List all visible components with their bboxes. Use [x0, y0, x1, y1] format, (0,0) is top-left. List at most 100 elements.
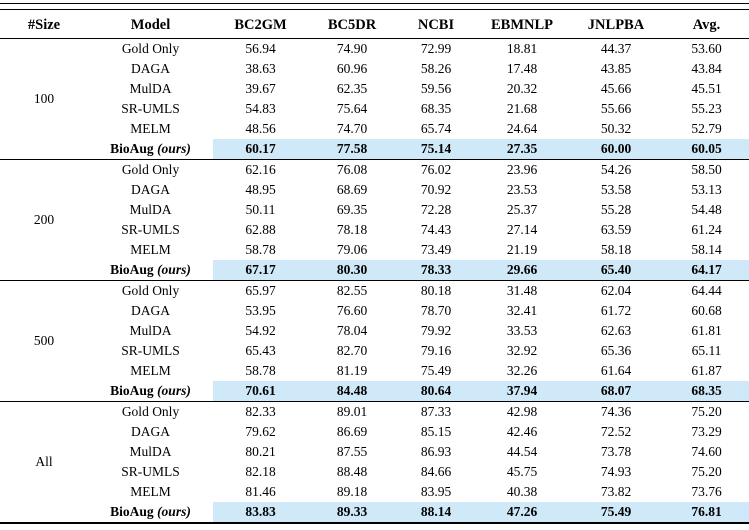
score-cell: 73.49 — [420, 242, 452, 257]
model-name-cell: MELM — [88, 482, 213, 502]
score-cell: 76.60 — [336, 303, 368, 318]
score-cell: 58.14 — [691, 242, 722, 257]
score-cell: 85.15 — [420, 424, 452, 439]
score-cell: 78.18 — [336, 222, 368, 237]
score-cell: 89.18 — [336, 484, 368, 499]
table-row: SR-UMLS 62.88 78.18 74.43 27.14 63.59 61.24 — [0, 220, 749, 240]
table-row: DAGA 53.95 76.60 78.70 32.41 61.72 60.68 — [0, 301, 749, 321]
score-cell: 89.33 — [308, 502, 396, 523]
header-row: #Size Model BC2GM BC5DR NCBI EBMNLP JNLPBA Avg. — [0, 13, 749, 39]
table-row: SR-UMLS 54.83 75.64 68.35 21.68 55.66 55.23 — [0, 99, 749, 119]
model-name: BioAug — [110, 383, 154, 398]
model-name-cell: MulDA — [88, 321, 213, 341]
score-cell: 63.59 — [600, 222, 632, 237]
model-name: Gold Only — [121, 404, 180, 419]
score-cell: 75.49 — [420, 363, 452, 378]
score-cell: 39.67 — [245, 81, 276, 96]
table-row: BioAug (ours) 83.83 89.33 88.14 47.26 75.49 76… — [0, 502, 749, 523]
ner-benchmark-results-table: #Size Model BC2GM BC5DR NCBI EBMNLP JNLPBA Avg.… — [0, 13, 749, 524]
score-cell: 55.23 — [691, 101, 722, 116]
score-cell: 65.36 — [600, 343, 632, 358]
model-name-cell: BioAug (ours) — [88, 260, 213, 281]
size-label: 200 — [33, 212, 55, 227]
model-name: Gold Only — [121, 162, 180, 177]
model-name-cell: SR-UMLS — [88, 99, 213, 119]
score-cell: 17.48 — [506, 61, 538, 76]
score-cell: 75.20 — [691, 404, 722, 419]
column-header--size: #Size — [27, 17, 61, 33]
score-cell: 42.98 — [506, 404, 538, 419]
score-cell: 29.66 — [476, 260, 568, 281]
column-header-jnlpba: JNLPBA — [587, 17, 645, 33]
score-cell: 43.84 — [691, 61, 722, 76]
model-name-cell: Gold Only — [88, 160, 213, 181]
score-cell: 76.02 — [420, 162, 452, 177]
score-cell: 53.60 — [691, 41, 722, 56]
ours-suffix-label: (ours) — [157, 383, 191, 398]
score-cell: 27.14 — [506, 222, 538, 237]
model-name-cell: MELM — [88, 119, 213, 139]
score-cell: 86.69 — [336, 424, 368, 439]
table-row: MELM 48.56 74.70 65.74 24.64 50.32 52.79 — [0, 119, 749, 139]
column-header-ebmnlp: EBMNLP — [490, 17, 554, 33]
score-cell: 74.90 — [336, 41, 368, 56]
model-name: MELM — [130, 363, 171, 378]
score-cell: 64.44 — [691, 283, 722, 298]
model-name: SR-UMLS — [121, 464, 180, 479]
score-cell: 54.92 — [245, 323, 276, 338]
model-name: DAGA — [131, 303, 170, 318]
score-cell: 53.13 — [691, 182, 722, 197]
score-cell: 80.21 — [245, 444, 276, 459]
score-cell: 21.19 — [506, 242, 538, 257]
model-name-cell: SR-UMLS — [88, 341, 213, 361]
score-cell: 73.78 — [600, 444, 632, 459]
ours-suffix-label: (ours) — [157, 141, 191, 156]
score-cell: 58.26 — [420, 61, 452, 76]
score-cell: 61.81 — [691, 323, 722, 338]
score-cell: 72.28 — [420, 202, 452, 217]
score-cell: 55.66 — [600, 101, 632, 116]
size-label: 500 — [33, 333, 55, 348]
score-cell: 79.06 — [336, 242, 368, 257]
table-row: SR-UMLS 82.18 88.48 84.66 45.75 74.93 75.20 — [0, 462, 749, 482]
score-cell: 74.93 — [600, 464, 632, 479]
size-group-200: 200 Gold Only 62.16 76.08 76.02 23.96 54.26 58.… — [0, 160, 749, 281]
model-name-cell: MulDA — [88, 79, 213, 99]
score-cell: 70.92 — [420, 182, 452, 197]
score-cell: 68.07 — [568, 381, 664, 402]
score-cell: 82.33 — [245, 404, 276, 419]
score-cell: 68.35 — [420, 101, 452, 116]
score-cell: 32.41 — [506, 303, 538, 318]
table-row: All Gold Only 82.33 89.01 87.33 42.98 74.36 75.… — [0, 402, 749, 469]
table-row: DAGA 38.63 60.96 58.26 17.48 43.85 43.84 — [0, 59, 749, 79]
score-cell: 80.18 — [420, 283, 452, 298]
score-cell: 33.53 — [506, 323, 538, 338]
ours-suffix-label: (ours) — [157, 262, 191, 277]
score-cell: 58.18 — [600, 242, 632, 257]
score-cell: 58.78 — [245, 363, 276, 378]
score-cell: 54.26 — [600, 162, 632, 177]
score-cell: 45.51 — [691, 81, 722, 96]
score-cell: 59.56 — [420, 81, 452, 96]
size-label: All — [35, 454, 53, 469]
table-row: BioAug (ours) 67.17 80.30 78.33 29.66 65.40 64… — [0, 260, 749, 281]
score-cell: 44.37 — [600, 41, 632, 56]
table-row: MELM 58.78 79.06 73.49 21.19 58.18 58.14 — [0, 240, 749, 260]
score-cell: 23.96 — [506, 162, 538, 177]
model-name: DAGA — [131, 61, 170, 76]
score-cell: 75.64 — [336, 101, 368, 116]
model-name: MELM — [130, 242, 171, 257]
score-cell: 45.66 — [600, 81, 632, 96]
score-cell: 77.58 — [308, 139, 396, 160]
score-cell: 84.48 — [308, 381, 396, 402]
score-cell: 20.32 — [506, 81, 538, 96]
model-name: MulDA — [129, 81, 172, 96]
score-cell: 40.38 — [506, 484, 538, 499]
score-cell: 53.95 — [245, 303, 276, 318]
model-name: BioAug — [110, 504, 154, 519]
score-cell: 60.05 — [664, 139, 749, 160]
size-label: 100 — [33, 91, 55, 106]
score-cell: 61.24 — [691, 222, 722, 237]
model-name: MulDA — [129, 444, 172, 459]
model-name-cell: SR-UMLS — [88, 462, 213, 482]
